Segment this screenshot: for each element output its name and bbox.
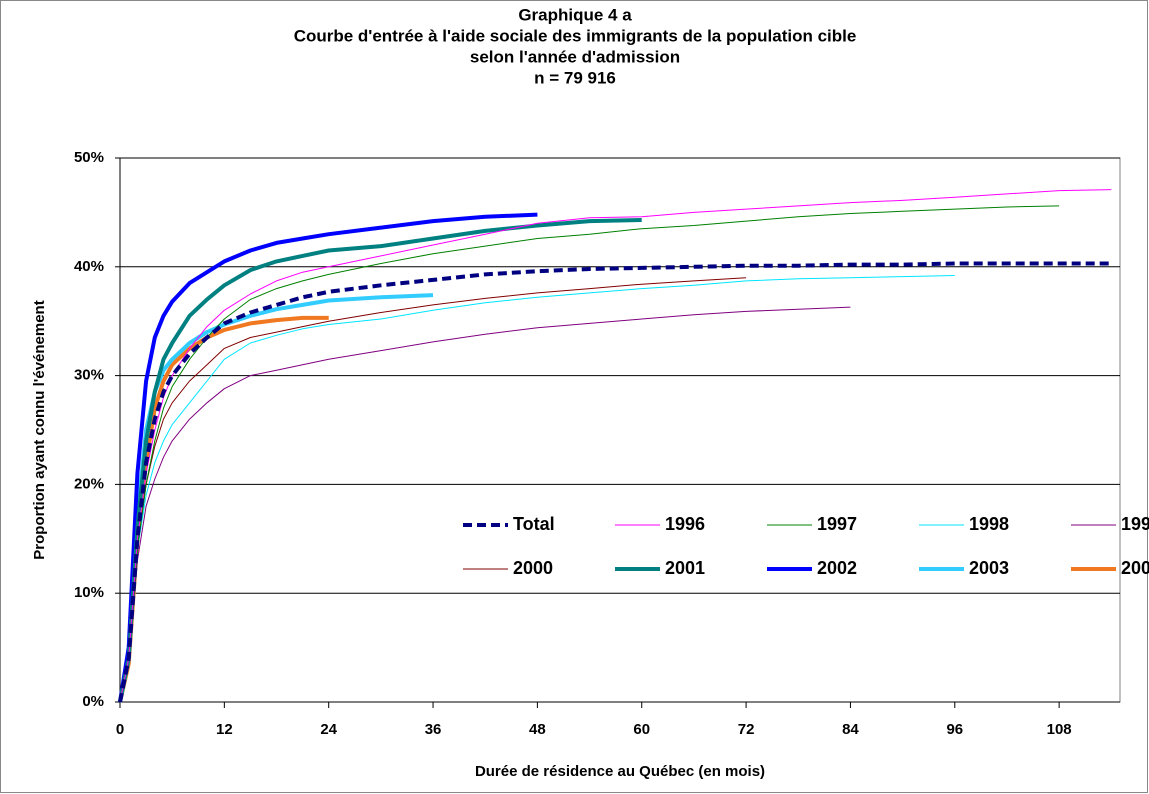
x-axis-label: Durée de résidence au Québec (en mois) [475,763,765,780]
series-line [119,205,1060,703]
legend-label: 1996 [665,514,705,534]
chart-title: Courbe d'entrée à l'aide sociale des imm… [294,26,857,45]
chart-title: Graphique 4 a [518,5,632,24]
x-tick-label: 0 [116,721,124,738]
chart-title: selon l'année d'admission [470,47,680,66]
series-line [119,277,747,703]
plot-area [119,157,1121,703]
x-tick-label: 108 [1047,721,1072,738]
x-tick-label: 60 [633,721,650,738]
series-line [119,189,1112,703]
y-axis-label: Proportion ayant connu l'événement [31,300,48,559]
legend-label: 1998 [969,514,1009,534]
x-tick-label: 48 [529,721,546,738]
series-line [118,212,538,703]
legend-label: 2004 [1121,558,1149,578]
legend-label: 2001 [665,558,705,578]
y-tick-label: 30% [74,367,104,384]
chart-title: n = 79 916 [534,68,616,87]
series-line [118,261,1112,703]
legend-label: 1997 [817,514,857,534]
series-line [119,275,955,703]
x-tick-label: 72 [738,721,755,738]
x-tick-label: 12 [216,721,233,738]
series-line [119,306,851,703]
x-tick-label: 84 [842,721,859,738]
x-tick-label: 24 [320,721,337,738]
legend-label: 2000 [513,558,553,578]
legend-label: 2002 [817,558,857,578]
legend-label: Total [513,514,555,534]
y-tick-label: 20% [74,475,104,492]
legend-label: 1999 [1121,514,1149,534]
x-tick-label: 36 [425,721,442,738]
y-tick-label: 40% [74,258,104,275]
series-line [118,218,642,703]
legend-label: 2003 [969,558,1009,578]
x-tick-label: 96 [946,721,963,738]
y-tick-label: 10% [74,584,104,601]
y-tick-label: 0% [82,693,104,710]
y-tick-label: 50% [74,149,104,166]
